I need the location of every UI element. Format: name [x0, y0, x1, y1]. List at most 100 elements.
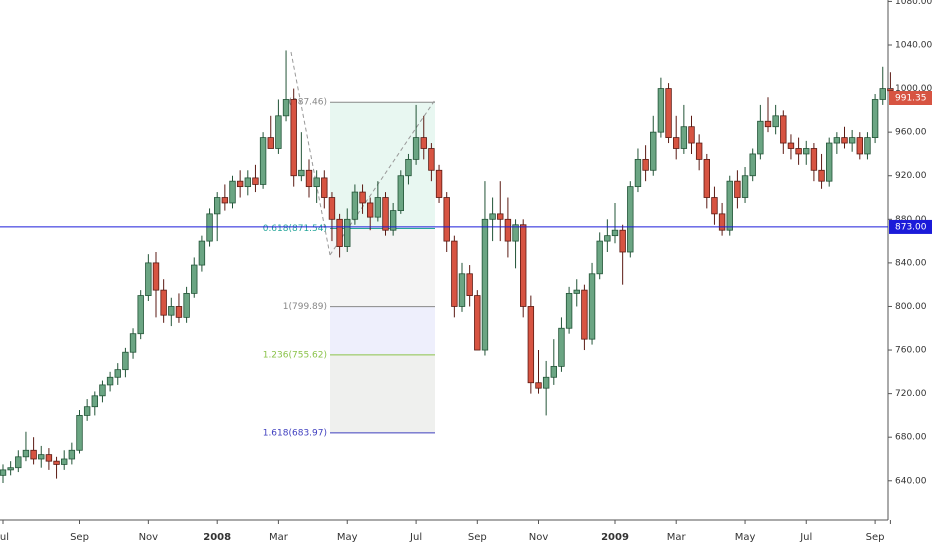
candle-body: [53, 460, 60, 465]
candle-body: [520, 224, 527, 307]
candle-body: [780, 115, 787, 144]
candle-body: [741, 175, 749, 198]
candle-body: [795, 148, 802, 155]
candle-body: [481, 218, 489, 351]
candle-body: [221, 197, 229, 204]
candle-body: [244, 177, 251, 188]
candle-body: [657, 88, 665, 133]
candle-body: [565, 292, 573, 329]
candle-body: [650, 131, 657, 171]
candle-body: [879, 88, 886, 100]
candle-body: [711, 197, 718, 215]
candle-body: [420, 137, 427, 149]
candle-body: [76, 415, 83, 451]
last-price-label-box: [889, 90, 932, 105]
hline-label: 873.00: [895, 222, 927, 232]
candle-body: [864, 137, 871, 155]
candle-body: [282, 99, 290, 117]
candle-body: [428, 148, 435, 171]
candle-body: [856, 137, 863, 155]
candle-body: [382, 197, 389, 231]
x-tick-label: Mar: [667, 532, 687, 543]
candle-body: [458, 273, 466, 307]
candle-body: [527, 306, 535, 384]
candle-body: [619, 229, 626, 253]
candle-body: [213, 197, 221, 215]
candle-body: [550, 365, 557, 378]
fib-label: 1.236(755.62): [263, 350, 327, 360]
candle-body: [412, 137, 420, 160]
y-tick-label: 960.00: [895, 128, 927, 138]
candle-body: [351, 191, 359, 220]
candle-body: [810, 148, 818, 171]
candle-body: [160, 289, 167, 316]
x-tick-label: Jul: [799, 532, 812, 543]
candle-body: [15, 456, 22, 469]
y-tick-label: 920.00: [895, 171, 927, 181]
candle-body: [673, 137, 680, 149]
candle-body: [535, 382, 542, 389]
candle-body: [0, 469, 7, 476]
candle-body: [68, 449, 76, 460]
y-tick-label: 760.00: [895, 346, 927, 356]
y-tick-label: 680.00: [895, 433, 927, 443]
candle-body: [175, 306, 183, 318]
x-tick-label: Mar: [269, 532, 289, 543]
x-tick-label: Sep: [468, 532, 487, 543]
candle-body: [573, 289, 580, 294]
y-tick-label: 840.00: [895, 258, 927, 268]
candle-body: [489, 213, 496, 220]
candle-body: [298, 169, 305, 177]
candle-body: [38, 454, 45, 460]
candles: [0, 50, 894, 483]
candle-body: [542, 376, 550, 389]
x-tick-label: 2008: [203, 532, 231, 543]
candle-body: [374, 197, 382, 218]
candle-body: [757, 120, 764, 155]
candle-body: [30, 449, 37, 460]
y-tick-label: 1000.00: [895, 84, 932, 94]
candle-body: [749, 153, 756, 177]
last-price-label: 991.35: [895, 93, 927, 103]
candle-body: [764, 120, 772, 128]
candle-body: [703, 158, 710, 198]
candle-body: [252, 177, 259, 185]
candle-body: [305, 169, 313, 188]
y-tick-label: 880.00: [895, 215, 927, 225]
candle-body: [45, 454, 53, 462]
candle-body: [665, 88, 672, 138]
candle-body: [726, 180, 733, 231]
candle-body: [61, 458, 68, 465]
candle-body: [435, 169, 443, 198]
candle-body: [7, 467, 14, 471]
candle-body: [474, 295, 481, 351]
x-tick-label: Jul: [0, 532, 9, 543]
fib-label: 1(799.89): [283, 302, 327, 312]
candle-body: [871, 99, 879, 138]
candle-body: [826, 142, 833, 182]
x-tick-label: May: [337, 532, 358, 543]
candle-body: [129, 333, 137, 353]
candle-body: [267, 137, 274, 149]
candle-body: [718, 213, 726, 231]
candle-body: [206, 213, 213, 242]
candle-body: [328, 197, 336, 220]
candle-body: [83, 406, 91, 416]
x-tick-label: 2009: [601, 532, 629, 543]
candle-body: [688, 126, 695, 144]
candle-body: [642, 158, 649, 171]
candle-body: [451, 240, 458, 307]
candle-body: [695, 142, 703, 160]
fib-zone: [330, 306, 435, 355]
y-tick-label: 800.00: [895, 302, 927, 312]
x-tick-label: Nov: [529, 532, 549, 543]
candle-body: [604, 235, 611, 242]
candle-body: [734, 180, 741, 198]
y-tick-label: 1040.00: [895, 40, 932, 50]
candle-body: [405, 158, 412, 177]
candle-body: [91, 395, 98, 408]
candle-body: [581, 289, 588, 340]
